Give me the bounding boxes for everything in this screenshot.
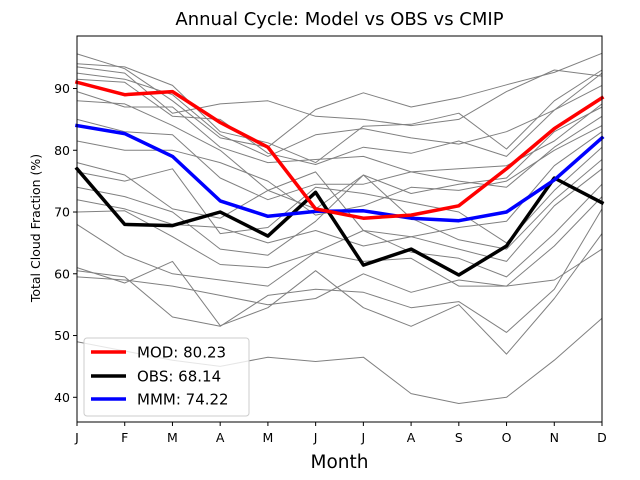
x-tick-label: M bbox=[167, 430, 178, 445]
x-tick-label: F bbox=[121, 430, 128, 445]
x-tick-label: A bbox=[407, 430, 416, 445]
y-tick-label: 90 bbox=[54, 81, 70, 96]
cmip-model-line bbox=[76, 183, 603, 278]
x-tick-label: M bbox=[263, 430, 274, 445]
x-tick-label: J bbox=[74, 430, 79, 445]
x-tick-label: N bbox=[550, 430, 559, 445]
cmip-model-line bbox=[76, 233, 603, 355]
cmip-model-line bbox=[76, 196, 603, 287]
legend-label-obs: OBS: 68.14 bbox=[137, 368, 221, 386]
x-tick-label: J bbox=[361, 430, 366, 445]
x-tick-label: A bbox=[216, 430, 225, 445]
cmip-model-line bbox=[76, 248, 603, 306]
cmip-model-line bbox=[76, 159, 603, 256]
x-tick-label: D bbox=[597, 430, 607, 445]
cmip-model-line bbox=[76, 131, 603, 238]
x-tick-label: S bbox=[455, 430, 463, 445]
legend-label-mmm: MMM: 74.22 bbox=[137, 391, 229, 409]
y-tick-label: 80 bbox=[54, 143, 70, 158]
cmip-model-line bbox=[76, 115, 603, 201]
x-tick-label: O bbox=[502, 430, 512, 445]
y-tick-label: 40 bbox=[54, 390, 70, 405]
cmip-model-line bbox=[76, 63, 603, 164]
legend: MOD: 80.23 OBS: 68.14 MMM: 74.22 bbox=[83, 337, 250, 417]
plot-frame bbox=[76, 35, 603, 423]
legend-box bbox=[83, 337, 250, 417]
legend-label-mod: MOD: 80.23 bbox=[137, 344, 226, 362]
y-tick-label: 50 bbox=[54, 328, 70, 343]
x-axis-label: Month bbox=[311, 452, 369, 473]
x-tick-label: J bbox=[313, 430, 318, 445]
cmip-model-line bbox=[76, 208, 603, 333]
series-line-obs bbox=[74, 166, 605, 277]
y-axis-label: Total Cloud Fraction (%) bbox=[28, 154, 43, 303]
chart-title: Annual Cycle: Model vs OBS vs CMIP bbox=[175, 9, 503, 30]
series-line-mmm bbox=[74, 123, 605, 223]
cmip-model-line bbox=[76, 100, 603, 210]
cmip-model-line bbox=[76, 168, 603, 262]
cmip-model-line bbox=[76, 52, 603, 148]
y-tick-label: 60 bbox=[54, 266, 70, 281]
cmip-model-line bbox=[76, 78, 603, 165]
y-tick-label: 70 bbox=[54, 205, 70, 220]
series-line-mod bbox=[74, 80, 605, 220]
